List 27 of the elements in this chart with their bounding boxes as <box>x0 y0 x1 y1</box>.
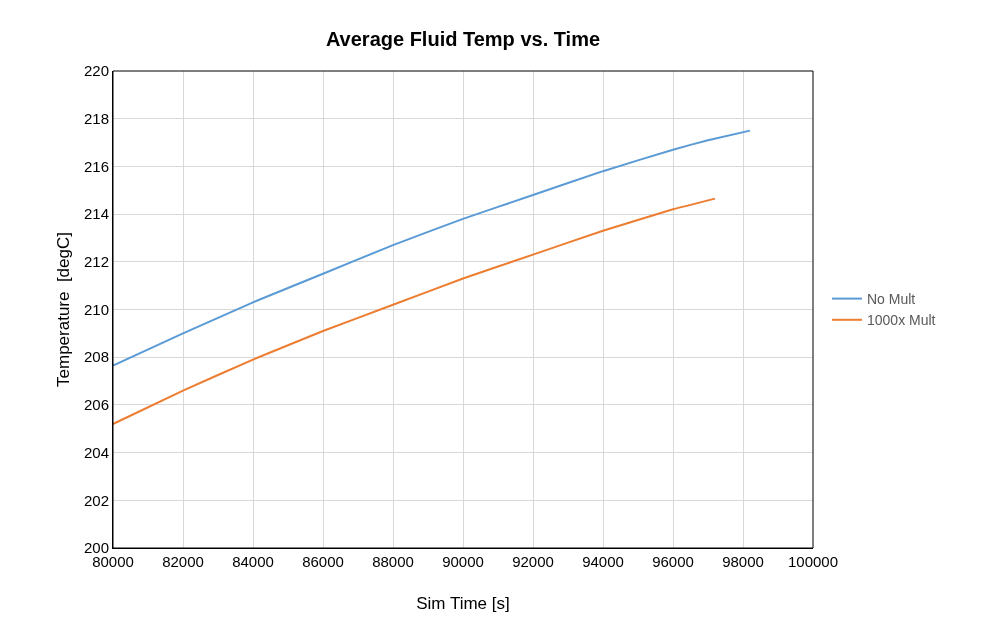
legend-label: 1000x Mult <box>867 312 936 329</box>
y-tick-label: 210 <box>83 300 109 318</box>
x-axis-title: Sim Time [s] <box>416 594 510 613</box>
y-tick-label: 214 <box>83 205 109 223</box>
y-tick-label: 220 <box>83 62 109 80</box>
y-tick-label: 216 <box>83 157 109 175</box>
y-tick-label: 208 <box>83 348 109 366</box>
x-tick-label: 96000 <box>652 553 694 570</box>
x-tick-label: 90000 <box>442 553 484 570</box>
line-series <box>113 129 751 367</box>
y-tick-label: 218 <box>83 109 109 127</box>
x-tick-label: 98000 <box>722 553 764 570</box>
x-tick-label: 88000 <box>372 553 414 570</box>
chart-title: Average Fluid Temp vs. Time <box>325 27 601 50</box>
x-tick-label: 94000 <box>582 553 624 570</box>
x-tick-label: 92000 <box>512 553 554 570</box>
x-tick-label: 82000 <box>162 553 204 570</box>
legend-label: No Mult <box>867 291 916 308</box>
y-tick-label: 212 <box>83 253 109 271</box>
y-axis-title: Temperature [degC] <box>54 232 73 387</box>
x-tick-label: 84000 <box>232 553 274 570</box>
x-tick-label: 100000 <box>787 553 839 570</box>
line-series <box>113 197 716 425</box>
y-tick-label: 206 <box>83 396 109 414</box>
y-tick-label: 202 <box>83 491 109 509</box>
y-tick-label: 204 <box>83 443 109 461</box>
x-tick-label: 86000 <box>302 553 344 570</box>
